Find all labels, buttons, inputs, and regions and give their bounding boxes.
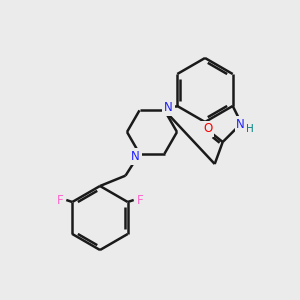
Text: F: F [57,194,64,206]
Text: O: O [203,122,212,136]
Text: N: N [236,118,245,130]
Text: F: F [136,194,143,206]
Text: F: F [164,100,171,112]
Text: H: H [246,124,254,134]
Text: N: N [131,150,140,163]
Text: N: N [164,101,173,114]
